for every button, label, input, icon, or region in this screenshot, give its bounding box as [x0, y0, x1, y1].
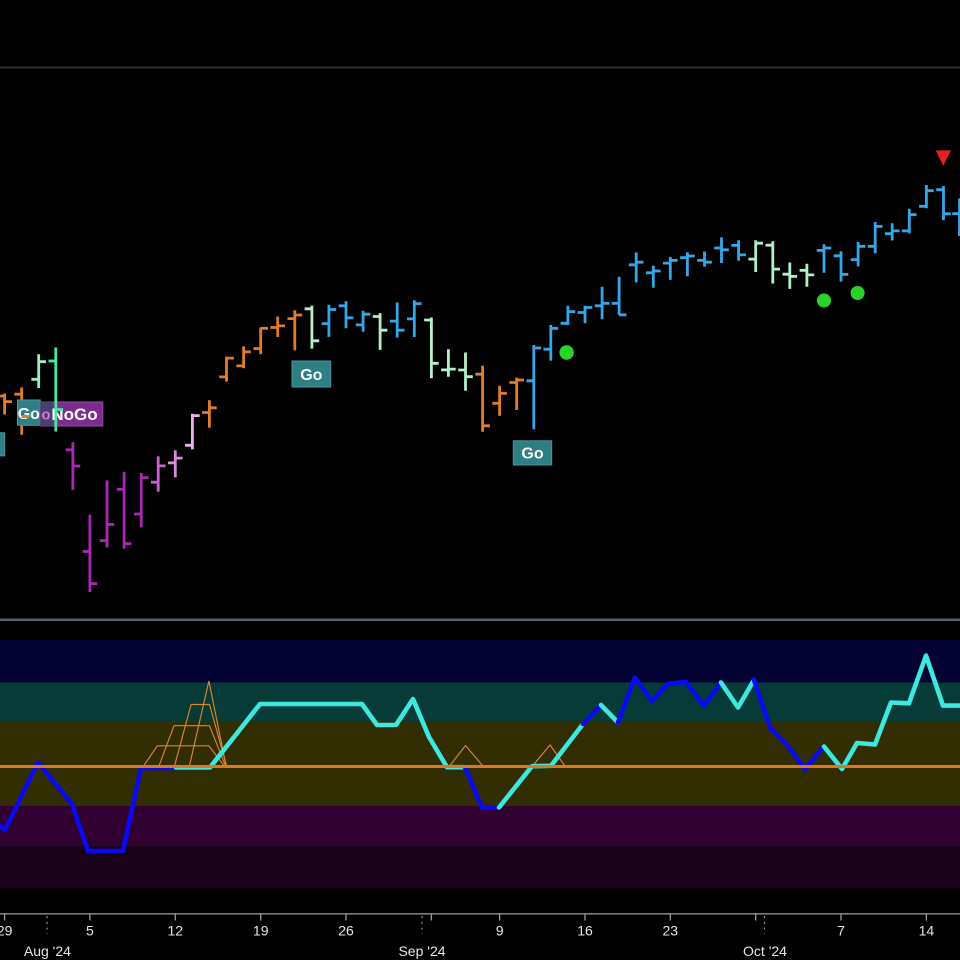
svg-text:5: 5: [86, 923, 94, 939]
svg-text:26: 26: [338, 923, 354, 939]
svg-text:19: 19: [253, 923, 269, 939]
svg-text:7: 7: [837, 923, 845, 939]
svg-text:16: 16: [577, 923, 593, 939]
svg-text:9: 9: [496, 923, 504, 939]
svg-text:Go: Go: [300, 367, 322, 384]
svg-text:NoGo: NoGo: [51, 405, 97, 424]
svg-text:29: 29: [0, 923, 13, 939]
svg-text:Go: Go: [18, 406, 40, 423]
svg-text:14: 14: [919, 923, 935, 939]
svg-text:Oct '24: Oct '24: [743, 943, 787, 959]
svg-text:o: o: [41, 407, 50, 424]
svg-text:12: 12: [168, 923, 184, 939]
svg-text:Sep '24: Sep '24: [398, 943, 445, 959]
svg-text:Aug '24: Aug '24: [24, 943, 71, 959]
svg-text:23: 23: [663, 923, 679, 939]
svg-text:Go: Go: [521, 446, 543, 463]
